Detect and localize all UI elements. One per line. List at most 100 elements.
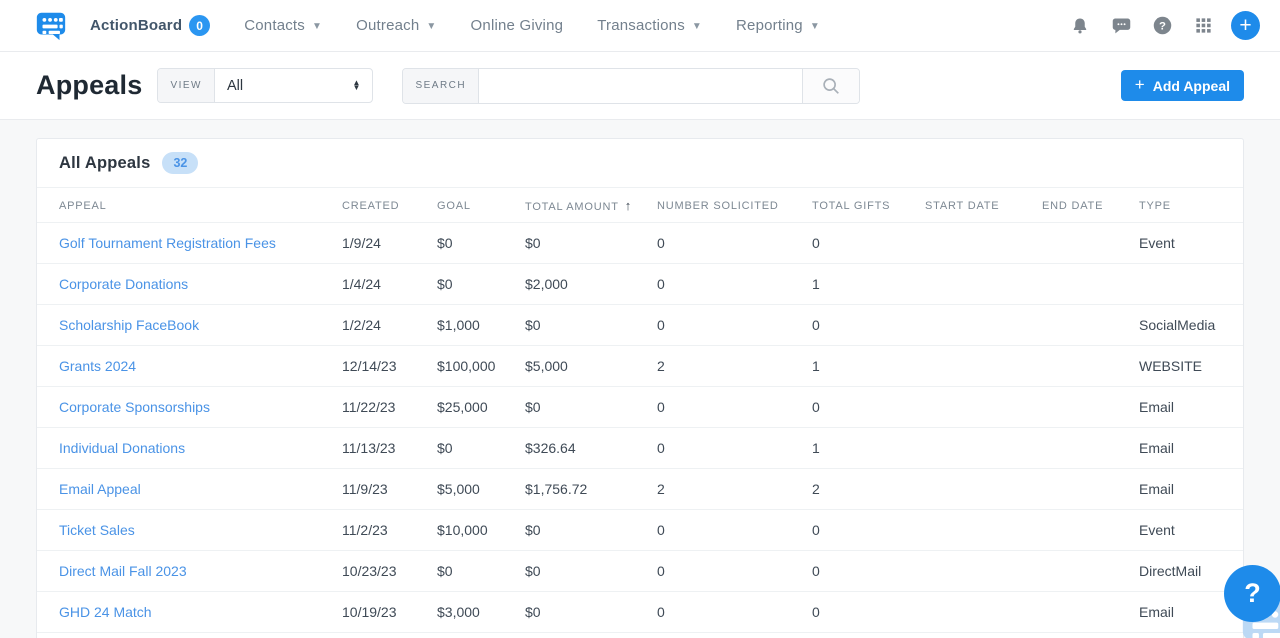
chat-board-logo-icon[interactable] (34, 9, 68, 43)
nav-item-label: Reporting (736, 17, 803, 34)
search-submit-button[interactable] (802, 68, 860, 103)
cell-total-gifts: 1 (804, 263, 917, 305)
cell-appeal: Scholarship FaceBook (37, 304, 334, 346)
apps-grid-icon[interactable] (1190, 13, 1216, 39)
appeal-link[interactable]: Corporate Donations (59, 276, 189, 292)
view-select[interactable]: All ▲ ▼ (215, 69, 372, 102)
notifications-bell-icon[interactable] (1067, 13, 1093, 39)
cell-total-gifts: 0 (804, 550, 917, 592)
page-title: Appeals (36, 70, 143, 100)
appeal-link[interactable]: Golf Tournament Registration Fees (59, 235, 276, 251)
cell-appeal: Individual Donations (37, 427, 334, 469)
appeal-link[interactable]: Grants 2024 (59, 358, 137, 374)
column-header-appeal[interactable]: APPEAL (37, 188, 334, 223)
cell-created: 10/19/23 (334, 591, 429, 633)
card-title: All Appeals (59, 153, 151, 172)
nav-item-transactions[interactable]: Transactions ▼ (597, 17, 702, 34)
nav-item-reporting[interactable]: Reporting ▼ (736, 17, 820, 34)
nav-utility-icons: ? + (1067, 11, 1260, 40)
page-header: Appeals VIEW All ▲ ▼ SEARCH + Add Appeal (0, 52, 1280, 120)
table-row: Corporate Donations 1/4/24 $0 $2,000 0 1 (37, 263, 1243, 305)
cell-goal: $5,000 (429, 468, 517, 510)
column-header-created[interactable]: CREATED (334, 188, 429, 223)
chevron-down-icon: ▼ (691, 21, 703, 32)
cell-number-solicited: 0 (649, 591, 804, 633)
cell-created: 12/14/23 (334, 345, 429, 387)
help-question-icon[interactable]: ? (1149, 13, 1175, 39)
cell-type: Event (1131, 222, 1243, 264)
cell-created: 1/9/24 (334, 222, 429, 264)
cell-end-date (1034, 509, 1131, 551)
cell-type: WEBSITE (1131, 345, 1243, 387)
cell-total-amount: $326.64 (517, 427, 649, 469)
cell-total-gifts: 2 (804, 468, 917, 510)
cell-total-gifts: 0 (804, 304, 917, 346)
cell-created: 10/23/23 (334, 550, 429, 592)
column-header-goal[interactable]: GOAL (429, 188, 517, 223)
cell-total-gifts: 0 (804, 591, 917, 633)
add-appeal-button[interactable]: + Add Appeal (1120, 70, 1244, 101)
cell-goal: $0 (429, 222, 517, 264)
nav-item-contacts[interactable]: Contacts ▼ (244, 17, 322, 34)
cell-type (1131, 263, 1243, 305)
cell-created: 1/2/24 (334, 304, 429, 346)
column-header-end-date[interactable]: END DATE (1034, 188, 1131, 223)
appeal-link[interactable]: Direct Mail Fall 2023 (59, 563, 187, 579)
view-select-value: All (227, 77, 244, 94)
table-row: Ticket Sales 11/2/23 $10,000 $0 0 0 Even… (37, 509, 1243, 551)
add-appeal-label: Add Appeal (1152, 77, 1230, 94)
cell-type: Email (1131, 427, 1243, 469)
column-header-start-date[interactable]: START DATE (917, 188, 1034, 223)
search-label: SEARCH (403, 68, 480, 103)
cell-total-gifts: 1 (804, 345, 917, 387)
sort-up-arrow-icon: ↑ (624, 198, 633, 213)
cell-appeal: GHD 24 Match (37, 591, 334, 633)
cell-number-solicited: 0 (649, 427, 804, 469)
cell-total-amount: $0 (517, 386, 649, 428)
nav-item-label: Transactions (597, 17, 685, 34)
appeal-link[interactable]: Individual Donations (59, 440, 186, 456)
column-header-number-solicited[interactable]: NUMBER SOLICITED (649, 188, 804, 223)
nav-item-label: ActionBoard (90, 17, 183, 34)
appeals-card-header: All Appeals 32 (37, 139, 1243, 188)
cell-start-date (917, 509, 1034, 551)
cell-total-gifts: 1 (804, 427, 917, 469)
appeal-link[interactable]: Corporate Sponsorships (59, 399, 210, 415)
cell-number-solicited: 0 (649, 509, 804, 551)
search-input[interactable] (479, 68, 803, 103)
cell-appeal: Corporate Donations (37, 263, 334, 305)
appeal-link[interactable]: Ticket Sales (59, 522, 135, 538)
cell-end-date (1034, 345, 1131, 387)
quick-add-plus-icon[interactable]: + (1231, 11, 1260, 40)
cell-goal: $3,000 (429, 591, 517, 633)
cell-created: 11/13/23 (334, 427, 429, 469)
cell-goal: $0 (429, 427, 517, 469)
appeals-table: APPEAL CREATED GOAL TOTAL AMOUNT ↑ NUMBER… (37, 188, 1243, 633)
nav-item-actionboard[interactable]: ActionBoard 0 (90, 15, 211, 36)
cell-type: Email (1131, 591, 1243, 633)
cell-appeal: Grants 2024 (37, 345, 334, 387)
appeals-card: All Appeals 32 APPEAL CREATED GOAL TOTAL… (36, 138, 1244, 638)
messages-chat-icon[interactable] (1108, 13, 1134, 39)
cell-type: Email (1131, 468, 1243, 510)
nav-item-online-giving[interactable]: Online Giving (471, 17, 564, 34)
appeal-link[interactable]: Scholarship FaceBook (59, 317, 200, 333)
cell-goal: $10,000 (429, 509, 517, 551)
nav-item-outreach[interactable]: Outreach ▼ (356, 17, 436, 34)
appeal-link[interactable]: Email Appeal (59, 481, 141, 497)
column-header-total-gifts[interactable]: TOTAL GIFTS (804, 188, 917, 223)
cell-appeal: Email Appeal (37, 468, 334, 510)
column-header-total-amount[interactable]: TOTAL AMOUNT ↑ (517, 188, 649, 223)
top-navigation: ActionBoard 0 Contacts ▼ Outreach ▼ Onli… (0, 0, 1280, 52)
table-row: Direct Mail Fall 2023 10/23/23 $0 $0 0 0… (37, 550, 1243, 592)
table-row: Individual Donations 11/13/23 $0 $326.64… (37, 427, 1243, 469)
cell-type: Event (1131, 509, 1243, 551)
column-header-type[interactable]: TYPE (1131, 188, 1243, 223)
appeal-link[interactable]: GHD 24 Match (59, 604, 152, 620)
table-row: GHD 24 Match 10/19/23 $3,000 $0 0 0 Emai… (37, 591, 1243, 633)
help-floating-button[interactable]: ? (1224, 565, 1280, 622)
cell-end-date (1034, 304, 1131, 346)
column-header-label: TOTAL AMOUNT (525, 201, 619, 213)
cell-appeal: Corporate Sponsorships (37, 386, 334, 428)
cell-created: 11/22/23 (334, 386, 429, 428)
